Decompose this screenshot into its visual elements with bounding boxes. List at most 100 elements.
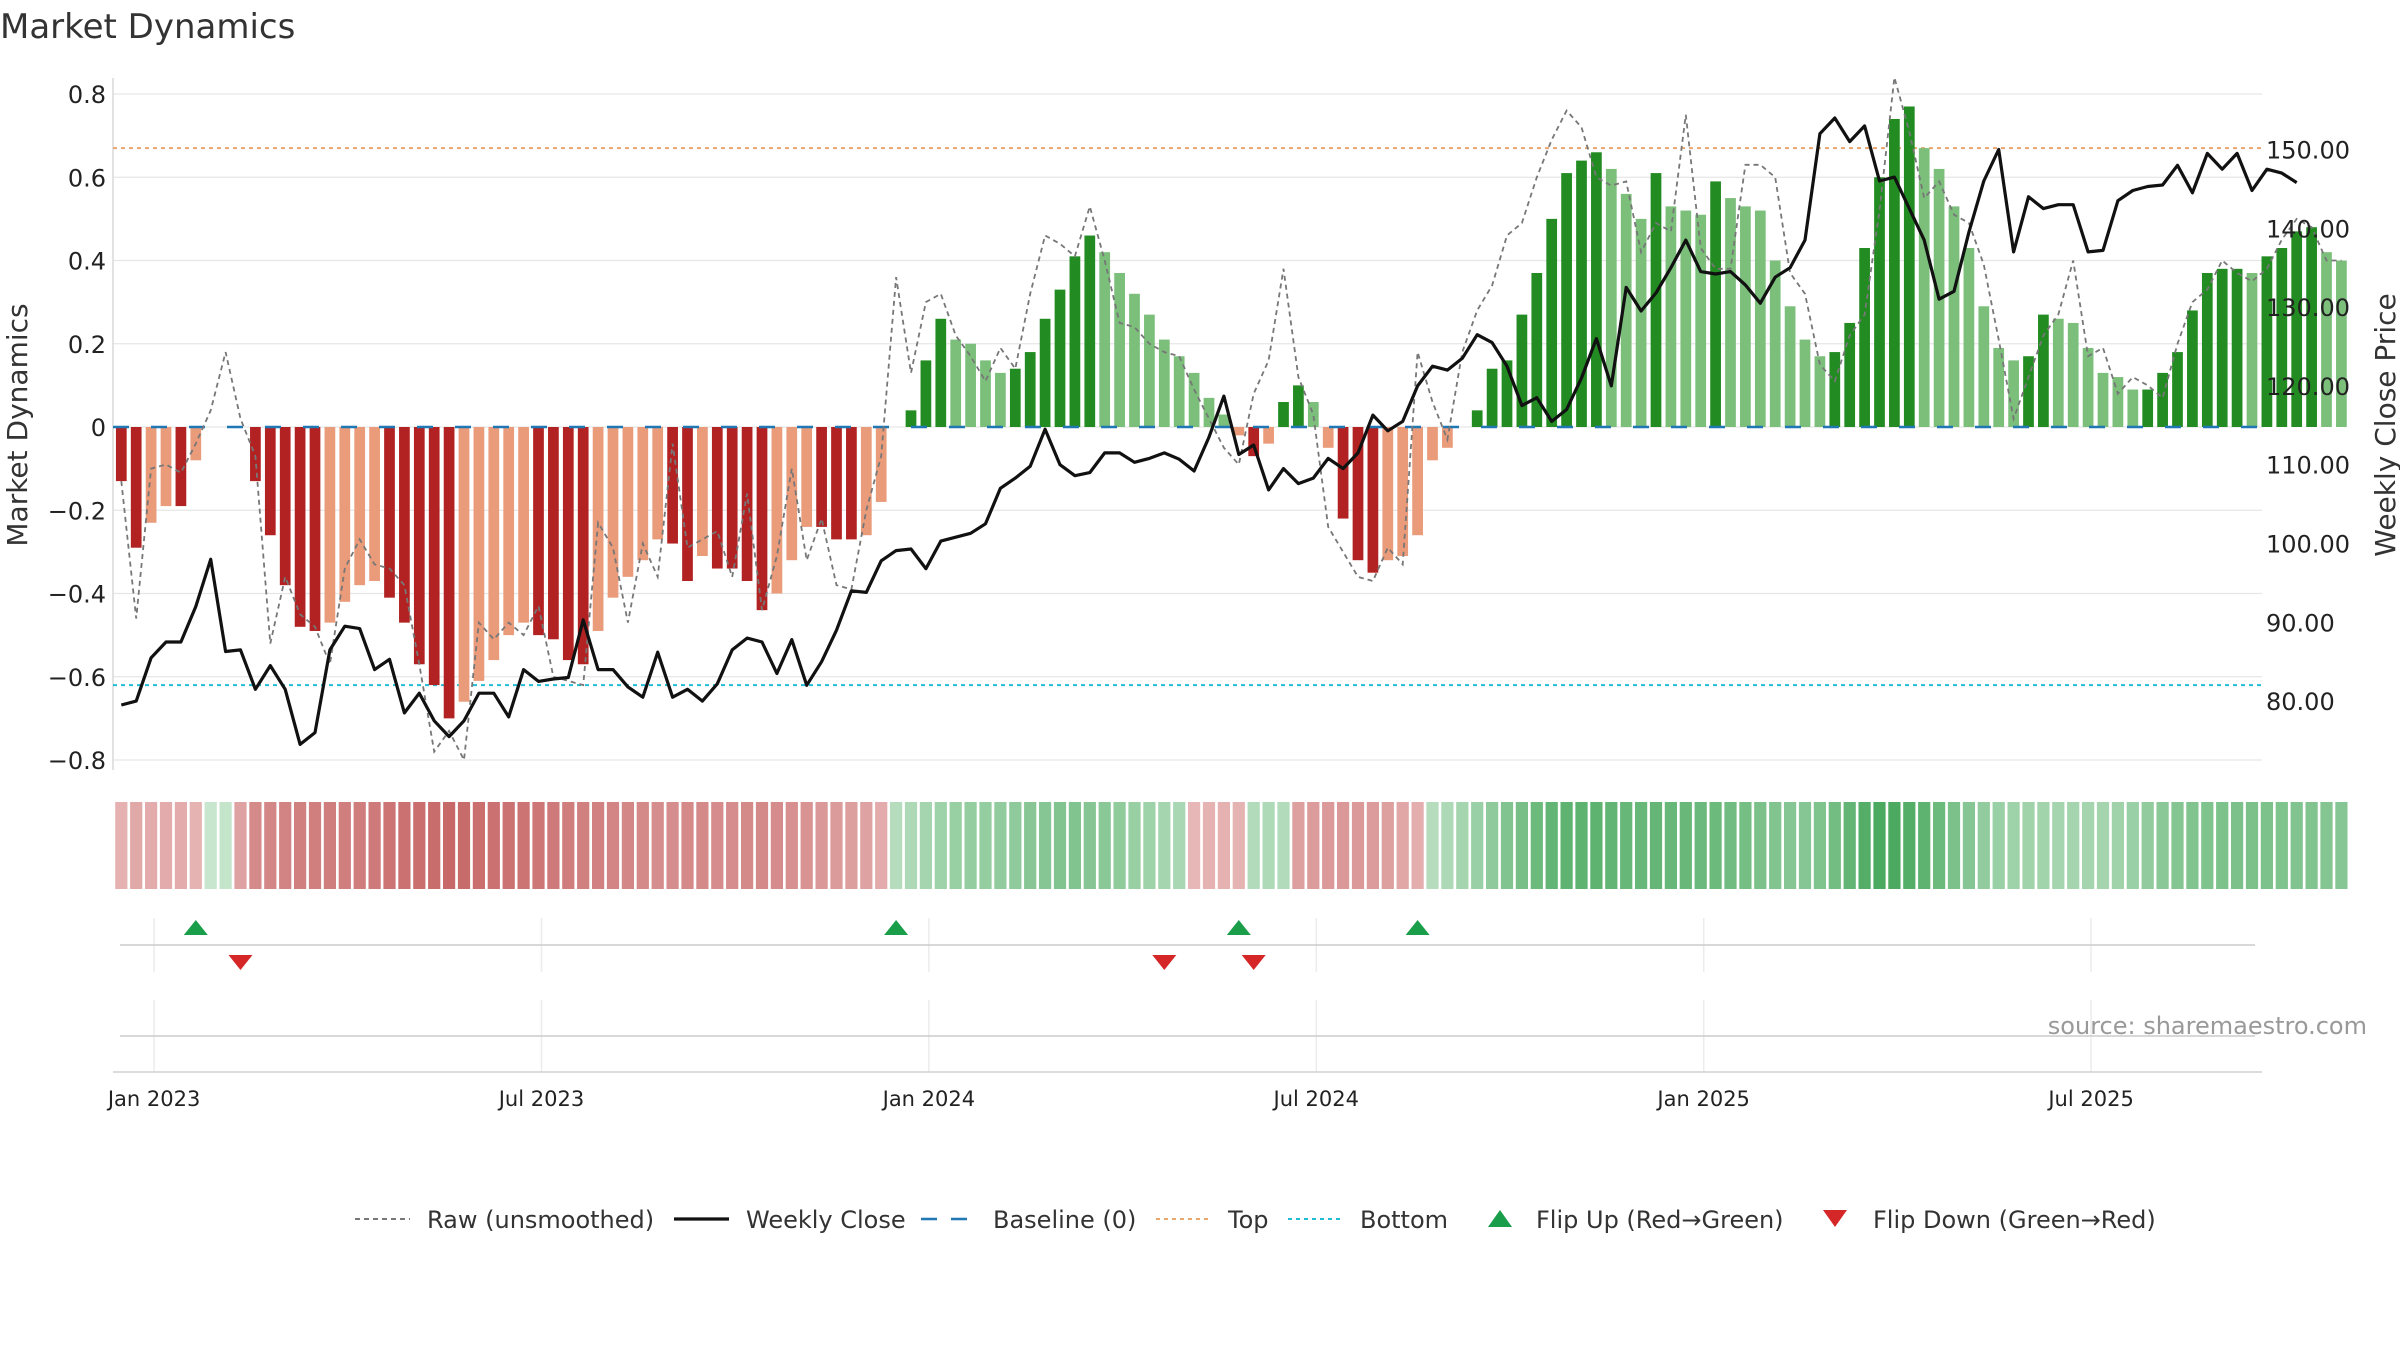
- legend-item-baseline: Baseline (0): [921, 1206, 1136, 1234]
- momentum-bar: [1799, 339, 1811, 427]
- strip-cell: [621, 802, 635, 889]
- strip-cell: [1232, 802, 1245, 889]
- heat-strip: [115, 802, 2348, 889]
- strip-cell: [1590, 802, 1603, 889]
- momentum-bar: [771, 427, 783, 594]
- momentum-bar: [458, 427, 470, 702]
- strip-cell: [2320, 802, 2333, 889]
- momentum-bar: [2291, 231, 2303, 427]
- flip-markers-panel: [113, 918, 2262, 1073]
- momentum-bar: [1591, 152, 1602, 427]
- legend-item-flipup: Flip Up (Red→Green): [1488, 1206, 1784, 1234]
- legend-item-flipdown: Flip Down (Green→Red): [1823, 1206, 2156, 1234]
- momentum-bar: [741, 427, 753, 582]
- momentum-bar: [279, 427, 291, 586]
- momentum-bar: [1278, 402, 1289, 427]
- momentum-bar: [473, 427, 485, 681]
- momentum-bar: [2082, 347, 2094, 427]
- date-tick-label: Jan 2024: [881, 1087, 976, 1111]
- strip-cell: [264, 802, 277, 889]
- momentum-bar: [2231, 268, 2243, 427]
- raw-unsmoothed-line: [120, 77, 2342, 764]
- momentum-bar: [1754, 210, 1766, 427]
- date-tick-label: Jul 2025: [2046, 1087, 2133, 1111]
- momentum-bar: [1769, 260, 1781, 427]
- momentum-bar: [1963, 248, 1975, 427]
- momentum-bar: [1337, 427, 1349, 519]
- momentum-bars: [115, 106, 2347, 719]
- strip-cell: [2245, 802, 2259, 889]
- momentum-bar: [1874, 177, 1885, 427]
- momentum-bar: [2187, 310, 2198, 427]
- momentum-bar: [2052, 318, 2064, 427]
- momentum-bar: [637, 427, 649, 561]
- momentum-bar: [1710, 181, 1721, 427]
- right-tick-label: 100.00: [2266, 531, 2350, 559]
- momentum-bar: [130, 427, 142, 548]
- strip-cell: [2275, 802, 2288, 889]
- strip-cell: [770, 802, 784, 889]
- strip-cell: [2216, 802, 2229, 889]
- strip-cell: [860, 802, 873, 889]
- strip-cell: [785, 802, 798, 889]
- strip-cell: [2052, 802, 2065, 889]
- strip-cell: [2186, 802, 2199, 889]
- strip-cell: [130, 802, 143, 889]
- strip-cell: [1560, 802, 1573, 889]
- strip-cell: [1128, 802, 1141, 889]
- strip-cell: [457, 802, 471, 889]
- momentum-bar: [935, 318, 947, 427]
- momentum-bar: [1412, 427, 1423, 536]
- strip-cell: [1605, 802, 1618, 889]
- strip-cell: [1247, 802, 1260, 889]
- strip-cell: [2007, 802, 2020, 889]
- left-tick-label: 0.8: [68, 81, 106, 109]
- strip-cell: [577, 802, 590, 889]
- strip-cell: [1366, 802, 1380, 889]
- momentum-bar: [2127, 389, 2139, 427]
- strip-cell: [115, 802, 128, 889]
- momentum-bar: [697, 427, 708, 557]
- strip-cell: [1769, 802, 1782, 889]
- momentum-bar: [1918, 148, 1930, 428]
- strip-cell: [1918, 802, 1931, 889]
- strip-cell: [651, 802, 664, 889]
- momentum-bar: [980, 360, 991, 427]
- strip-cell: [1441, 802, 1454, 889]
- strip-cell: [1694, 802, 1707, 889]
- momentum-bar: [1054, 289, 1066, 427]
- strip-cell: [606, 802, 620, 889]
- strip-cell: [1456, 802, 1469, 889]
- momentum-bar: [577, 427, 589, 665]
- strip-cell: [1187, 802, 1201, 889]
- date-tick-label: Jan 2023: [106, 1087, 201, 1111]
- momentum-bar: [2067, 322, 2079, 427]
- momentum-bar: [1471, 410, 1483, 427]
- right-axis-ticks: 150.00 140.00 130.00 120.00 110.00 100.00 90.0…: [2266, 137, 2350, 717]
- momentum-bar: [339, 427, 351, 602]
- right-tick-label: 90.00: [2266, 609, 2335, 637]
- strip-cell: [353, 802, 366, 889]
- momentum-bar: [726, 427, 738, 569]
- strip-cell: [904, 802, 918, 889]
- momentum-bar: [1382, 427, 1394, 561]
- momentum-bar: [711, 427, 723, 569]
- momentum-bar: [2276, 248, 2288, 427]
- momentum-bar: [2142, 389, 2154, 427]
- chart-title: Market Dynamics: [0, 7, 295, 47]
- momentum-bar: [1576, 160, 1587, 427]
- strip-cell: [1262, 802, 1275, 889]
- momentum-bar: [801, 427, 813, 527]
- strip-cell: [159, 802, 173, 889]
- left-tick-label: 0.4: [68, 248, 106, 276]
- momentum-bar: [1680, 210, 1692, 427]
- momentum-bar: [995, 372, 1006, 427]
- momentum-bar: [816, 427, 827, 527]
- momentum-bar: [160, 427, 172, 507]
- right-tick-label: 130.00: [2266, 294, 2350, 322]
- strip-cell: [1068, 802, 1082, 889]
- strip-cell: [1888, 802, 1901, 889]
- strip-cell: [279, 802, 292, 889]
- momentum-bar: [1069, 256, 1081, 427]
- strip-cell: [1679, 802, 1692, 889]
